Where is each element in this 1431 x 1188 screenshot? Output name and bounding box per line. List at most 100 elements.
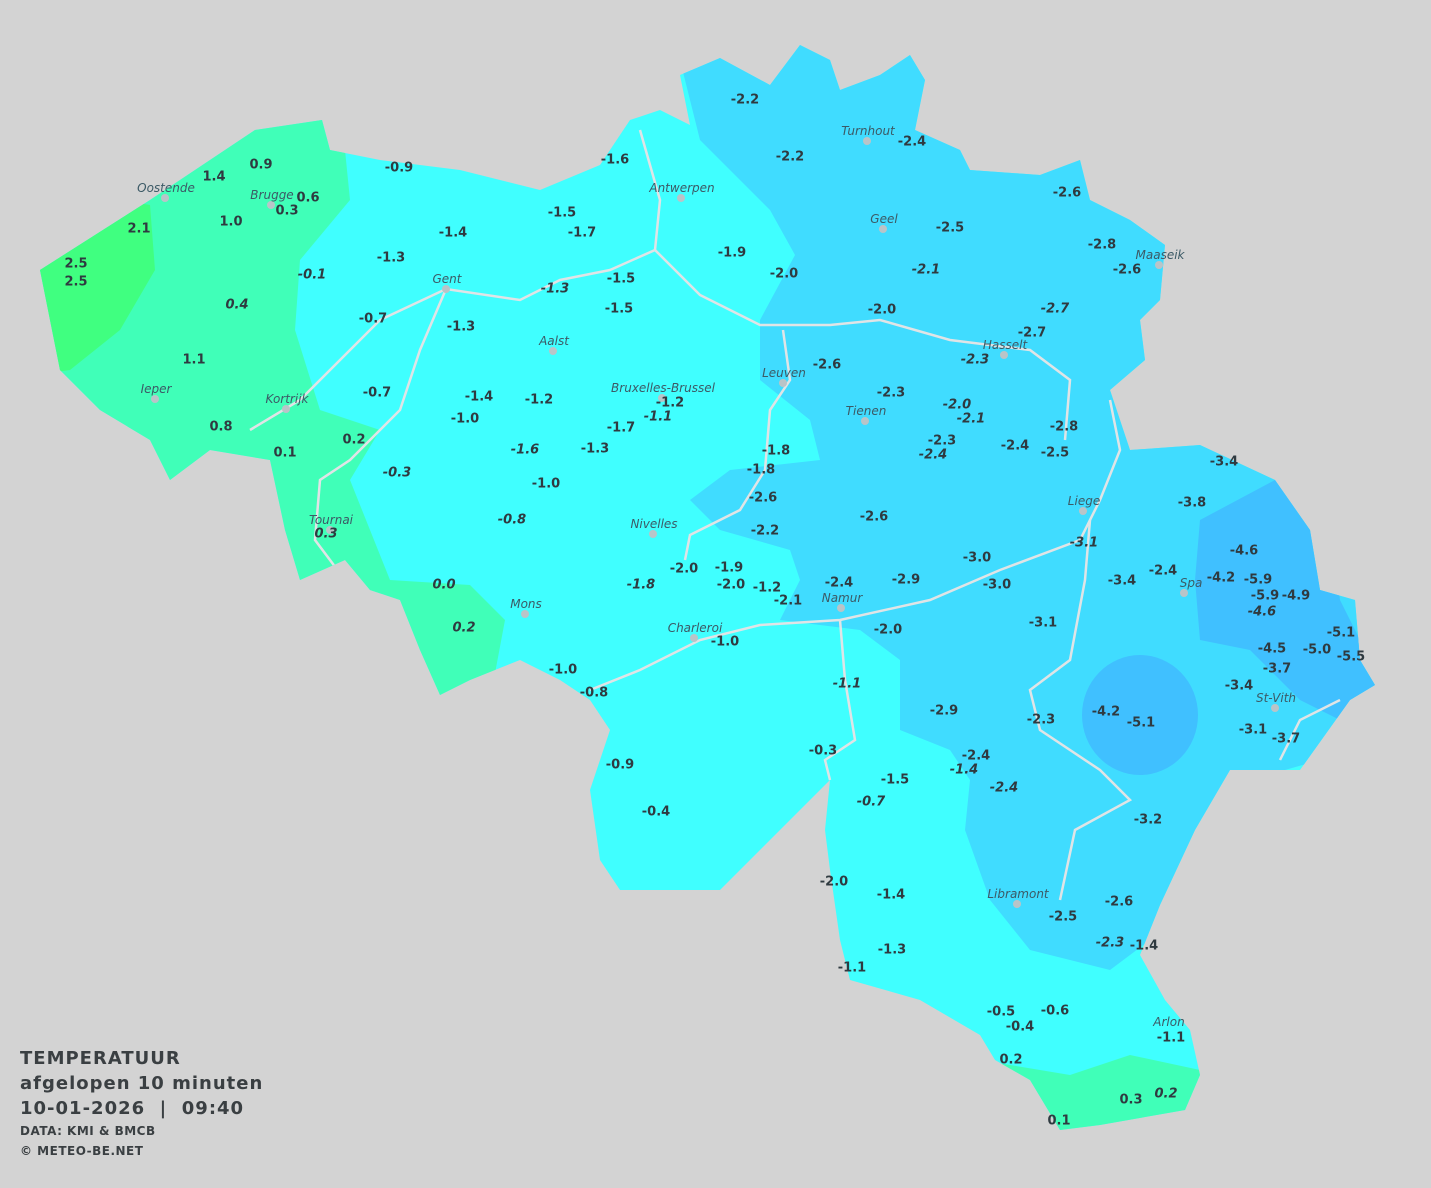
station-temperature: -0.9: [384, 160, 414, 176]
station-temperature: -0.3: [808, 743, 838, 759]
station-temperature: -3.7: [1262, 661, 1292, 677]
station-temperature: -1.0: [531, 476, 561, 492]
station-temperature: -0.7: [362, 385, 392, 401]
station-temperature: -1.1: [1156, 1030, 1186, 1046]
station-temperature: -2.4: [989, 780, 1019, 796]
station-temperature: -2.4: [1000, 438, 1030, 454]
city-label: Arlon: [1153, 1015, 1185, 1029]
station-temperature: 0.8: [209, 419, 233, 435]
station-temperature: -1.6: [510, 442, 540, 458]
station-temperature: -1.9: [714, 560, 744, 576]
station-temperature: -0.8: [579, 685, 609, 701]
station-temperature: -4.2: [1091, 704, 1121, 720]
station-temperature: -1.3: [446, 319, 476, 335]
station-temperature: 0.2: [342, 432, 366, 448]
station-temperature: -1.3: [376, 250, 406, 266]
city-dot: [267, 201, 275, 209]
zone-colder: [680, 45, 1375, 970]
station-temperature: -2.8: [1087, 237, 1117, 253]
zone-mild-south: [980, 1055, 1200, 1130]
station-temperature: 0.1: [273, 445, 297, 461]
station-temperature: -0.3: [382, 465, 412, 481]
city-label: Nivelles: [630, 517, 678, 531]
city-dot: [442, 285, 450, 293]
station-temperature: -2.7: [1040, 301, 1070, 317]
station-temperature: -5.5: [1336, 649, 1366, 665]
station-temperature: -1.3: [540, 281, 570, 297]
city-label: Namur: [821, 591, 863, 605]
station-temperature: -2.3: [960, 352, 990, 368]
zone-coldest-east: [1195, 480, 1375, 720]
city-dot: [879, 225, 887, 233]
station-temperature: -2.5: [1040, 445, 1070, 461]
station-temperature: -3.0: [962, 550, 992, 566]
station-temperature: -4.6: [1247, 604, 1277, 620]
legend-title: TEMPERATUUR: [20, 1048, 181, 1069]
station-temperature: -3.8: [1177, 495, 1207, 511]
station-temperature: -1.5: [606, 271, 636, 287]
city-label: Spa: [1179, 576, 1203, 590]
station-temperature: -5.0: [1302, 642, 1332, 658]
city-label: Mons: [510, 597, 542, 611]
station-temperature: -2.6: [1112, 262, 1142, 278]
station-temperature: 1.4: [202, 169, 226, 185]
city-dot: [649, 530, 657, 538]
station-temperature: 0.3: [275, 203, 299, 219]
city-label: Maaseik: [1135, 248, 1185, 262]
station-temperature: -3.2: [1133, 812, 1163, 828]
station-temperature: 0.1: [1047, 1113, 1071, 1129]
city-label: Bruxelles-Brussel: [611, 381, 715, 395]
station-temperature: -1.8: [761, 443, 791, 459]
station-temperature: -2.3: [1095, 935, 1125, 951]
station-temperature: -2.6: [859, 509, 889, 525]
station-temperature: -2.8: [1049, 419, 1079, 435]
city-dot: [863, 137, 871, 145]
station-temperature: -4.2: [1206, 570, 1236, 586]
station-temperature: -1.4: [876, 887, 906, 903]
station-temperature: 0.2: [1154, 1086, 1178, 1102]
station-temperature: -2.0: [819, 874, 849, 890]
station-temperature: -1.0: [548, 662, 578, 678]
city-label: Gent: [432, 272, 462, 286]
city-dot: [658, 394, 666, 402]
station-temperature: -2.6: [812, 357, 842, 373]
city-dot: [326, 526, 334, 534]
station-temperature: 0.2: [999, 1052, 1023, 1068]
station-temperature: -4.6: [1229, 543, 1259, 559]
station-temperature: -5.1: [1326, 625, 1356, 641]
station-temperature: -0.6: [1040, 1003, 1070, 1019]
city-label: Geel: [870, 212, 898, 226]
legend: TEMPERATUUR afgelopen 10 minuten 10-01-2…: [20, 1046, 263, 1161]
city-label: Leuven: [762, 366, 806, 380]
station-temperature: 0.6: [296, 190, 320, 206]
station-temperature: 0.2: [452, 620, 476, 636]
station-temperature: -2.0: [867, 302, 897, 318]
city-dot: [861, 417, 869, 425]
station-temperature: -1.2: [524, 392, 554, 408]
station-temperature: -1.8: [626, 577, 656, 593]
legend-copyright: © METEO-BE.NET: [20, 1144, 144, 1158]
station-temperature: -1.5: [604, 301, 634, 317]
station-temperature: -2.4: [961, 748, 991, 764]
station-temperature: -1.5: [880, 772, 910, 788]
station-temperature: -1.1: [832, 676, 862, 692]
city-dot: [282, 405, 290, 413]
legend-subtitle: afgelopen 10 minuten: [20, 1073, 264, 1094]
city-label: Oostende: [137, 181, 195, 195]
station-temperature: -1.1: [837, 960, 867, 976]
station-temperature: -1.7: [606, 420, 636, 436]
station-temperature: -0.7: [358, 311, 388, 327]
legend-datetime: 10-01-2026 | 09:40: [20, 1098, 245, 1119]
city-label: Libramont: [987, 887, 1049, 901]
station-temperature: -1.0: [450, 411, 480, 427]
station-temperature: -3.4: [1209, 454, 1239, 470]
city-dot: [1000, 351, 1008, 359]
station-temperature: -5.9: [1243, 572, 1273, 588]
station-temperature: -4.5: [1257, 641, 1287, 657]
station-temperature: -2.4: [918, 447, 948, 463]
city-label: Antwerpen: [649, 181, 715, 195]
station-temperature: -2.0: [669, 561, 699, 577]
city-dot: [837, 604, 845, 612]
station-temperature: -2.1: [773, 593, 803, 609]
station-temperature: -1.2: [655, 395, 685, 411]
